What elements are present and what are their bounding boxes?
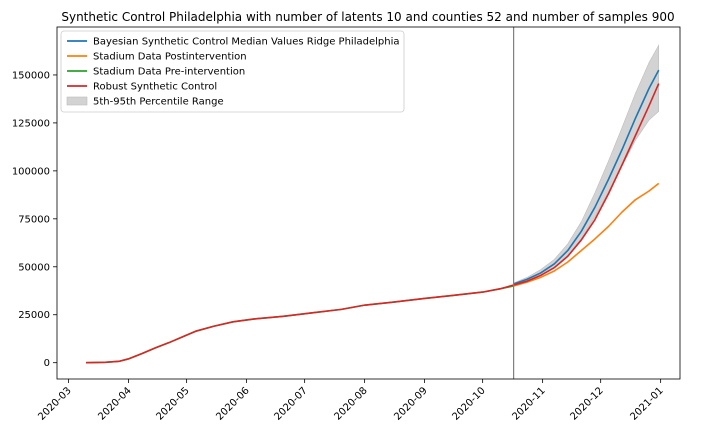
y-tick-label: 0 xyxy=(44,358,50,369)
y-axis: 0 25000 50000 75000 100000 125000 150000 xyxy=(12,70,57,369)
x-tick-label: 2020-09 xyxy=(392,385,429,422)
x-tick-label: 2020-08 xyxy=(332,385,369,422)
x-tick-label: 2020-05 xyxy=(154,385,191,422)
x-tick-label: 2020-12 xyxy=(568,385,605,422)
percentile-range-band xyxy=(513,44,660,286)
y-tick-label: 100000 xyxy=(12,166,50,177)
plot-area-frame xyxy=(56,26,681,380)
y-tick-label: 75000 xyxy=(18,214,50,225)
percentile-band-layer xyxy=(513,44,660,286)
x-tick-label: 2020-03 xyxy=(36,385,73,422)
x-tick-label: 2020-11 xyxy=(510,385,547,422)
legend-label: Stadium Data Postintervention xyxy=(93,52,247,63)
y-tick-label: 150000 xyxy=(12,70,50,81)
y-tick-label: 25000 xyxy=(18,310,50,321)
legend-label: Stadium Data Pre-intervention xyxy=(93,67,245,78)
series-line-1 xyxy=(513,182,660,287)
y-tick-label: 50000 xyxy=(18,262,50,273)
x-tick-label: 2021-01 xyxy=(628,385,665,422)
x-tick-label: 2020-04 xyxy=(96,385,133,422)
y-tick-label: 125000 xyxy=(12,118,50,129)
legend-box xyxy=(60,30,405,113)
series-line-3 xyxy=(86,83,660,364)
legend-label: Bayesian Synthetic Control Median Values… xyxy=(93,37,399,48)
series-line-2 xyxy=(86,285,514,364)
x-axis: 2020-03 2020-04 2020-05 2020-06 2020-07 2020-… xyxy=(36,379,666,423)
x-tick-label: 2020-10 xyxy=(450,385,487,422)
legend-swatch-band xyxy=(66,96,88,106)
x-tick-label: 2020-07 xyxy=(272,385,309,422)
legend: Bayesian Synthetic Control Median Values… xyxy=(60,30,405,113)
x-tick-label: 2020-06 xyxy=(214,385,251,422)
legend-label: Robust Synthetic Control xyxy=(93,82,217,93)
chart-title: Synthetic Control Philadelphia with numb… xyxy=(61,10,674,24)
legend-label: 5th-95th Percentile Range xyxy=(93,97,224,108)
series-lines-layer xyxy=(86,69,660,364)
series-line-0 xyxy=(513,69,660,285)
